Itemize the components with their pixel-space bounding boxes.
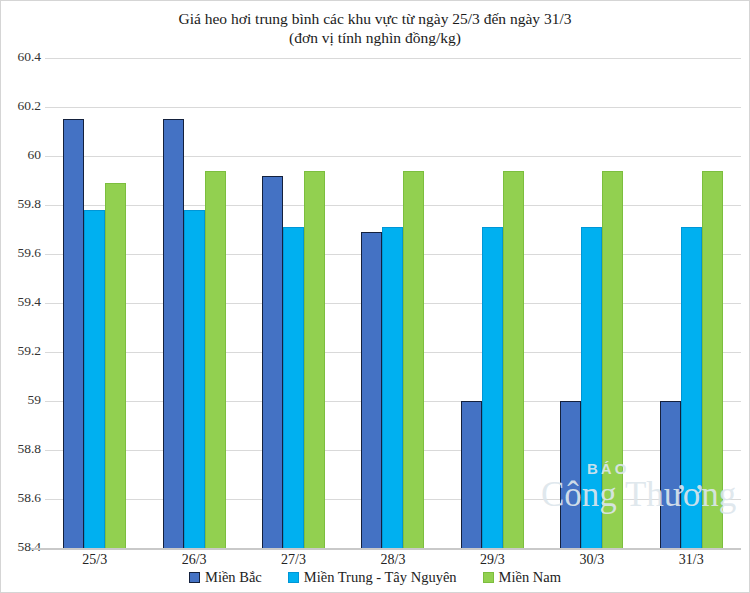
bar-group-29/3 (443, 58, 542, 548)
y-tick-label: 59.2 (1, 343, 41, 359)
legend-label: Miền Bắc (205, 569, 262, 586)
x-axis: 25/326/327/328/329/330/331/3 (45, 552, 741, 568)
bar-group-27/3 (244, 58, 343, 548)
bar (702, 171, 723, 548)
legend-item: Miền Nam (483, 569, 561, 586)
x-tick-label: 30/3 (542, 552, 641, 568)
chart-subtitle: (đơn vị tính nghìn đồng/kg) (1, 28, 749, 47)
legend-swatch-icon (288, 572, 299, 583)
chart-title: Giá heo hơi trung bình các khu vực từ ng… (1, 9, 749, 28)
legend-label: Miền Trung - Tây Nguyên (304, 569, 457, 586)
legend-swatch-icon (483, 572, 494, 583)
bar (105, 183, 126, 548)
legend-item: Miền Trung - Tây Nguyên (288, 569, 457, 586)
bar-group-26/3 (144, 58, 243, 548)
bar (84, 210, 105, 548)
plot-area (45, 58, 741, 548)
x-axis-line (31, 548, 741, 550)
bar (205, 171, 226, 548)
y-tick-label: 60.2 (1, 98, 41, 114)
x-tick-label: 25/3 (45, 552, 144, 568)
chart-page: Giá heo hơi trung bình các khu vực từ ng… (0, 0, 750, 593)
x-tick-label: 26/3 (144, 552, 243, 568)
x-tick-label: 29/3 (443, 552, 542, 568)
bar (283, 227, 304, 548)
legend-item: Miền Bắc (189, 569, 262, 586)
bar (461, 401, 482, 548)
bar-group-31/3 (642, 58, 741, 548)
bar (581, 227, 602, 548)
bar (361, 232, 382, 548)
x-tick-label: 27/3 (244, 552, 343, 568)
legend-label: Miền Nam (499, 569, 561, 586)
bar (660, 401, 681, 548)
y-tick-label: 60.4 (1, 49, 41, 65)
bar (304, 171, 325, 548)
bar (602, 171, 623, 548)
bar (403, 171, 424, 548)
bar (503, 171, 524, 548)
y-tick-label: 60 (1, 147, 41, 163)
legend-swatch-icon (189, 572, 200, 583)
y-tick-label: 59.6 (1, 245, 41, 261)
bar-group-28/3 (343, 58, 442, 548)
y-tick-label: 58.6 (1, 490, 41, 506)
bar-group-25/3 (45, 58, 144, 548)
bar (681, 227, 702, 548)
bar-groups (45, 58, 741, 548)
y-tick-label: 59.8 (1, 196, 41, 212)
legend: Miền Bắc Miền Trung - Tây Nguyên Miền Nam (1, 569, 749, 586)
y-tick-label: 59 (1, 392, 41, 408)
bar (262, 176, 283, 548)
x-tick-label: 28/3 (343, 552, 442, 568)
bar-group-30/3 (542, 58, 641, 548)
bar (560, 401, 581, 548)
y-tick-label: 59.4 (1, 294, 41, 310)
title-block: Giá heo hơi trung bình các khu vực từ ng… (1, 9, 749, 48)
y-tick-label: 58.8 (1, 441, 41, 457)
bar (63, 119, 84, 548)
x-tick-label: 31/3 (642, 552, 741, 568)
bar (184, 210, 205, 548)
bar (163, 119, 184, 548)
bar (482, 227, 503, 548)
bar (382, 227, 403, 548)
y-tick-label: 58.4 (1, 539, 41, 555)
